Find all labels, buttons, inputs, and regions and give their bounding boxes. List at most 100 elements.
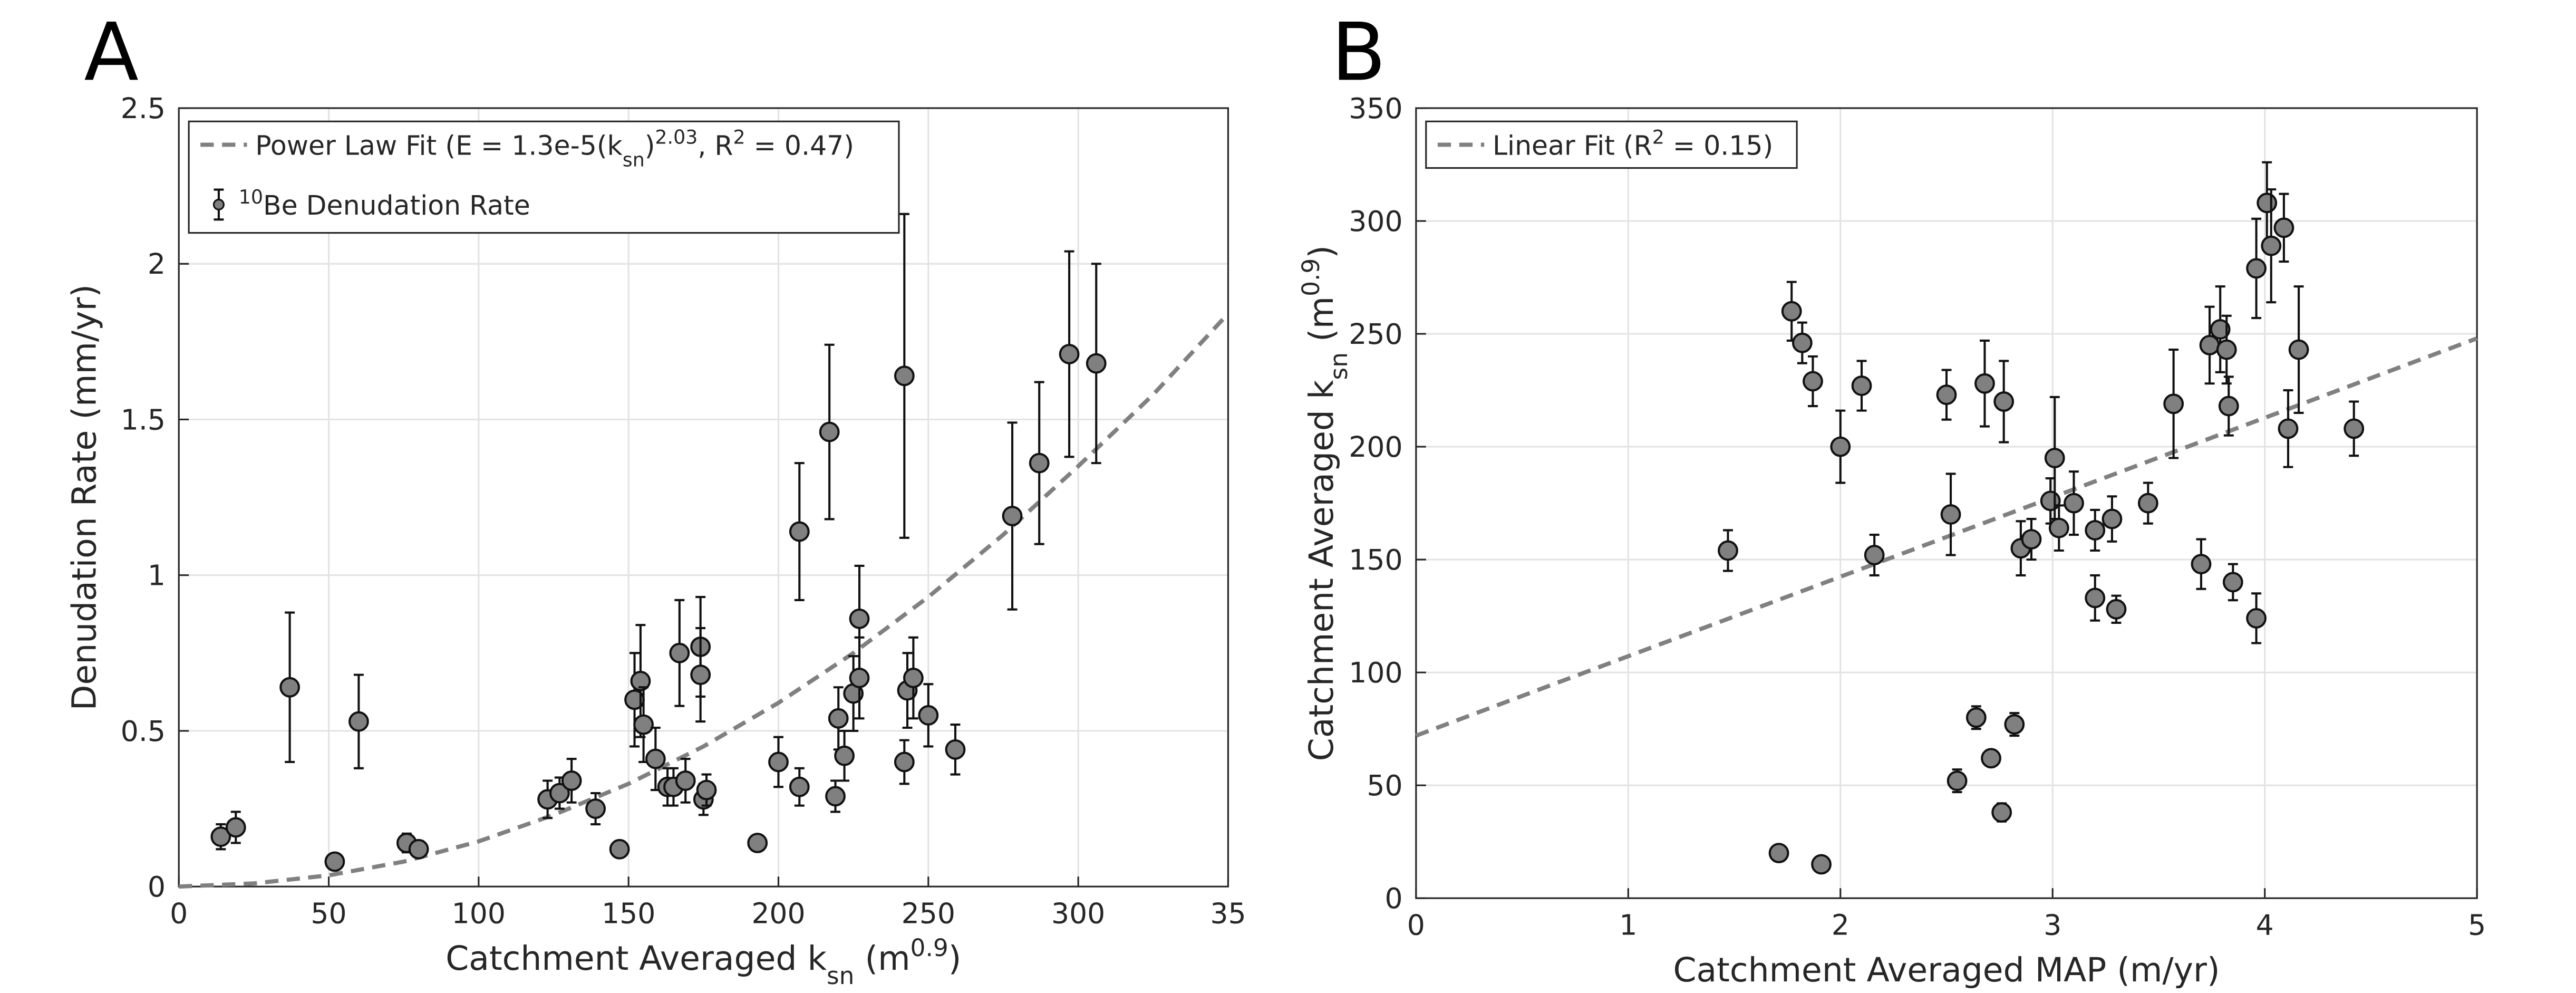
- y-tick-label: 1: [148, 559, 166, 592]
- y-axis-label: Denudation Rate (mm/yr): [65, 284, 104, 710]
- y-tick-label: 0.5: [121, 715, 166, 748]
- x-axis-label: Catchment Averaged MAP (m/yr): [1673, 950, 2220, 989]
- point: [408, 838, 429, 860]
- point: [828, 708, 849, 729]
- panel-label: B: [1331, 5, 1386, 99]
- point: [1991, 802, 2012, 823]
- y-axis-label: Catchment Averaged ksn (m0.9): [1297, 245, 1353, 761]
- fit-line: [179, 312, 1230, 889]
- text-part: Catchment Averaged MAP (m/yr): [1673, 950, 2220, 989]
- y-tick-label: 0: [148, 870, 166, 903]
- point: [1965, 707, 1987, 728]
- x-tick-label: 0: [1407, 909, 1425, 942]
- x-tick-label: 0: [170, 897, 188, 930]
- point: [945, 739, 966, 760]
- axes-box: [178, 107, 1229, 888]
- point: [1059, 344, 1080, 364]
- y-tick-label: 50: [1367, 769, 1402, 802]
- point: [747, 833, 768, 853]
- legend-point: [212, 198, 225, 210]
- text-part: (m: [854, 939, 910, 978]
- point: [1974, 373, 1995, 394]
- point: [2218, 396, 2239, 417]
- point: [789, 776, 810, 797]
- point: [894, 751, 915, 773]
- x-tick-label: 50: [311, 897, 346, 930]
- x-tick-label: 35: [1210, 897, 1246, 930]
- point: [1981, 748, 2001, 769]
- legend-label: Linear Fit (R2 = 0.15): [1493, 126, 1773, 161]
- point: [2210, 319, 2231, 340]
- point: [1830, 436, 1851, 457]
- plot-area: [179, 108, 1228, 887]
- point: [1002, 506, 1023, 526]
- text-part: Catchment Averaged k: [446, 939, 827, 978]
- text-part: = 0.15): [1664, 130, 1773, 161]
- text-part: 10: [239, 185, 263, 208]
- point: [1946, 770, 1968, 792]
- point: [1851, 375, 1872, 396]
- point: [633, 714, 654, 735]
- x-tick-label: 150: [602, 897, 655, 930]
- text-part: 2.03: [655, 126, 698, 148]
- point: [675, 770, 696, 791]
- point: [585, 798, 606, 819]
- point: [2246, 608, 2267, 629]
- point: [1936, 384, 1957, 406]
- point: [819, 421, 840, 442]
- x-tick-label: 200: [751, 897, 805, 930]
- legend-label: 10Be Denudation Rate: [239, 185, 530, 221]
- axes-box: [1415, 107, 2478, 899]
- y-tick-label: 0: [1385, 882, 1403, 915]
- point: [1029, 452, 1050, 474]
- point: [2085, 520, 2106, 541]
- text-part: sn: [623, 148, 645, 171]
- point: [2004, 714, 2025, 735]
- point: [630, 671, 651, 691]
- text-part: 2: [733, 126, 745, 148]
- x-tick-label: 100: [452, 897, 506, 930]
- text-part: 2: [1652, 126, 1664, 148]
- point: [1811, 854, 1832, 875]
- panel-label: A: [84, 5, 139, 99]
- point: [279, 677, 301, 698]
- point: [2222, 572, 2243, 593]
- y-tick-label: 200: [1349, 430, 1402, 464]
- y-tick-label: 1.5: [121, 403, 166, 436]
- text-part: 0.9: [911, 933, 948, 961]
- point: [2040, 490, 2061, 512]
- text-part: (m: [1302, 296, 1341, 352]
- point: [2343, 418, 2365, 439]
- point: [894, 365, 915, 387]
- point: [2278, 418, 2299, 439]
- point: [2137, 493, 2158, 514]
- point: [1940, 504, 1961, 525]
- point: [324, 851, 345, 872]
- legend-box: [1425, 120, 1798, 169]
- point: [645, 748, 666, 769]
- point: [2288, 339, 2309, 360]
- text-part: ): [1302, 245, 1341, 258]
- text-part: ): [645, 130, 655, 161]
- x-tick-label: 5: [2468, 909, 2486, 942]
- x-tick-label: 250: [902, 897, 955, 930]
- x-tick-label: 4: [2256, 909, 2274, 942]
- point: [825, 786, 846, 807]
- text-part: Linear Fit (R: [1493, 130, 1652, 161]
- y-tick-label: 300: [1349, 205, 1402, 238]
- point: [1791, 332, 1813, 353]
- point: [609, 838, 630, 860]
- fit-line: [1415, 336, 2478, 738]
- point: [669, 642, 690, 663]
- text-part: = 0.47): [745, 130, 854, 161]
- point: [225, 817, 246, 838]
- point: [2246, 258, 2267, 279]
- x-tick-label: 300: [1051, 897, 1105, 930]
- point: [1803, 371, 1823, 392]
- text-part: ): [948, 939, 962, 978]
- point: [690, 664, 711, 686]
- point: [834, 745, 855, 766]
- point: [849, 608, 870, 629]
- text-part: Denudation Rate (mm/yr): [65, 284, 104, 710]
